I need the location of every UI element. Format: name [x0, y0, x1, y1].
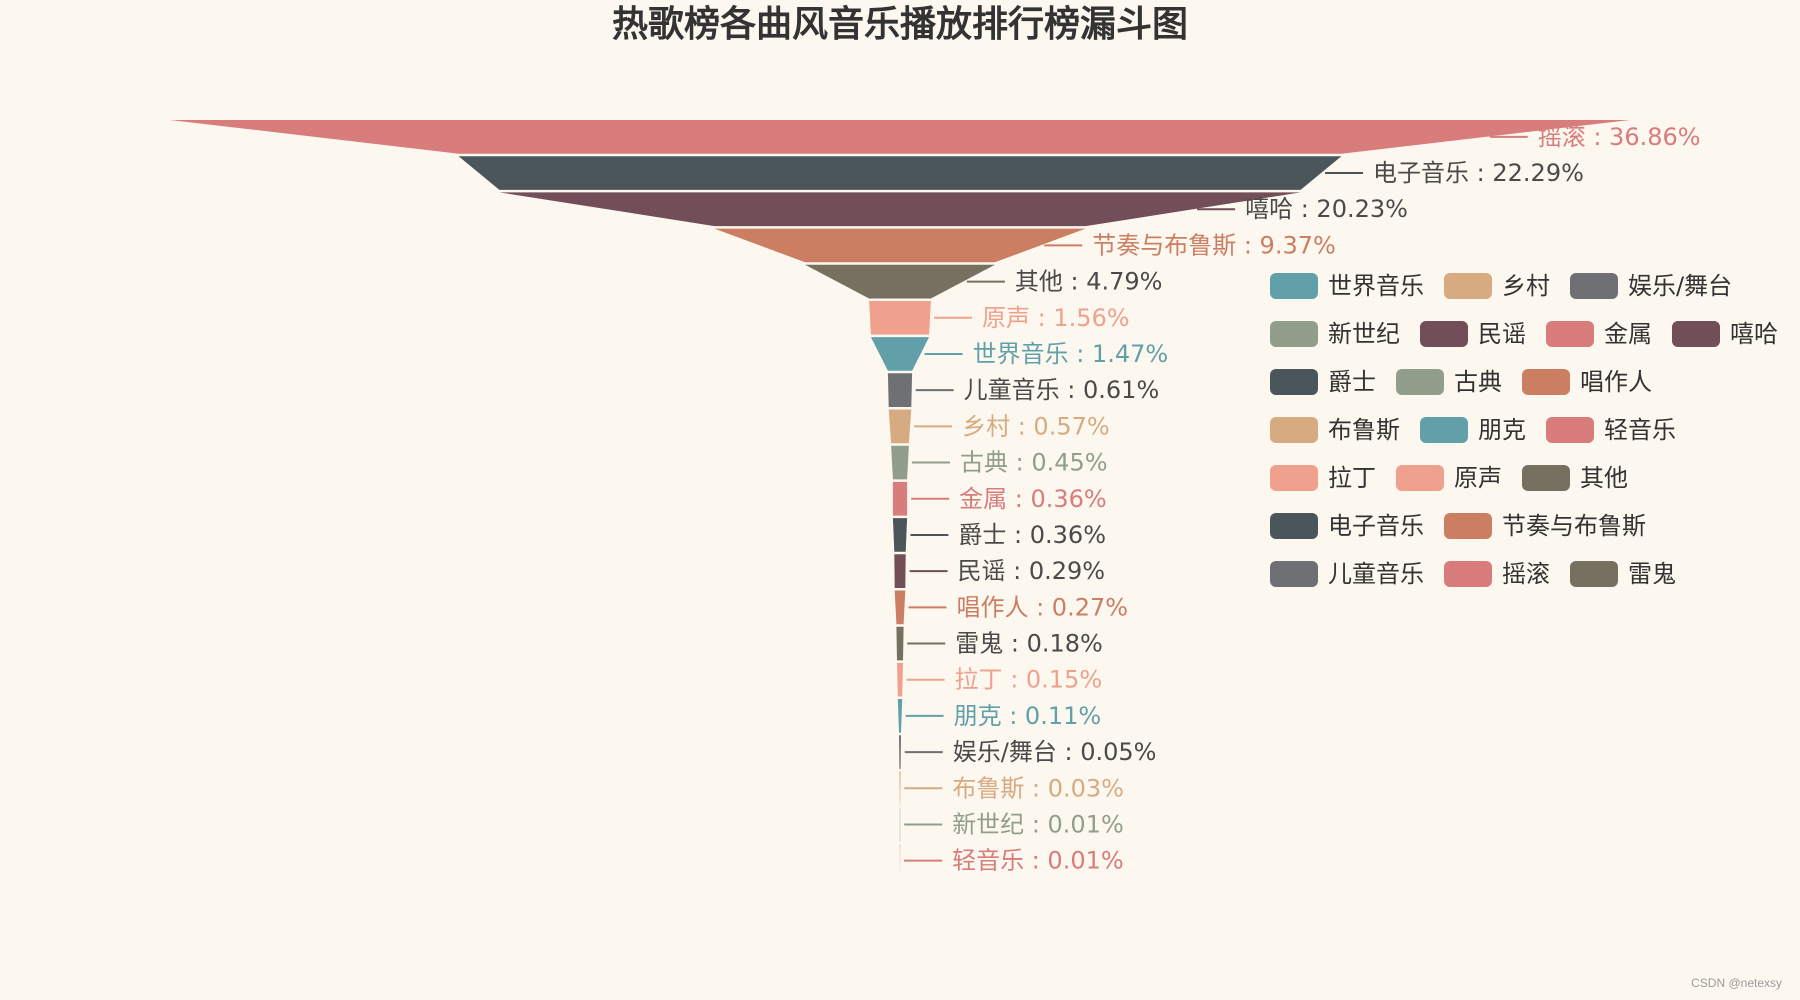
chart-title: 热歌榜各曲风音乐播放排行榜漏斗图 — [612, 4, 1188, 45]
legend-swatch-6-1[interactable] — [1444, 561, 1492, 587]
data-label-17: 娱乐/舞台 : 0.05% — [953, 738, 1157, 766]
legend-label-0-1[interactable]: 乡村 — [1502, 272, 1550, 300]
data-label-7: 儿童音乐 : 0.61% — [964, 376, 1160, 404]
funnel-segment-3[interactable] — [714, 228, 1086, 263]
legend-label-4-2[interactable]: 其他 — [1580, 464, 1628, 492]
legend-label-0-0[interactable]: 世界音乐 — [1328, 272, 1424, 300]
legend-label-1-1[interactable]: 民谣 — [1478, 320, 1526, 348]
data-label-19: 新世纪 : 0.01% — [952, 810, 1124, 838]
data-label-12: 民谣 : 0.29% — [958, 557, 1106, 585]
data-label-18: 布鲁斯 : 0.03% — [952, 774, 1124, 802]
data-label-5: 原声 : 1.56% — [982, 304, 1130, 332]
funnel-segment-9[interactable] — [891, 445, 909, 480]
legend-swatch-0-1[interactable] — [1444, 273, 1492, 299]
funnel-segment-17[interactable] — [899, 735, 901, 769]
legend-label-1-0[interactable]: 新世纪 — [1328, 320, 1400, 348]
legend-swatch-5-0[interactable] — [1270, 513, 1318, 539]
legend-label-5-1[interactable]: 节奏与布鲁斯 — [1502, 512, 1646, 540]
funnel-segment-1[interactable] — [458, 156, 1342, 190]
funnel-segment-8[interactable] — [888, 409, 912, 444]
funnel-layer — [170, 120, 1630, 878]
data-label-13: 唱作人 : 0.27% — [956, 593, 1128, 621]
data-label-9: 古典 : 0.45% — [960, 449, 1108, 477]
legend-swatch-2-0[interactable] — [1270, 369, 1318, 395]
legend-swatch-0-0[interactable] — [1270, 273, 1318, 299]
data-label-3: 节奏与布鲁斯 : 9.37% — [1092, 231, 1336, 259]
legend-label-2-1[interactable]: 古典 — [1454, 368, 1502, 396]
legend-label-5-0[interactable]: 电子音乐 — [1328, 512, 1424, 540]
legend-label-1-2[interactable]: 金属 — [1604, 320, 1652, 348]
legend-label-0-2[interactable]: 娱乐/舞台 — [1628, 272, 1732, 300]
legend-label-3-2[interactable]: 轻音乐 — [1604, 416, 1676, 444]
data-label-4: 其他 : 4.79% — [1015, 268, 1163, 296]
legend-label-3-1[interactable]: 朋克 — [1478, 416, 1526, 444]
legend-swatch-3-2[interactable] — [1546, 417, 1594, 443]
legend-swatch-4-2[interactable] — [1522, 465, 1570, 491]
data-label-1: 电子音乐 : 22.29% — [1373, 159, 1584, 187]
legend-label-4-1[interactable]: 原声 — [1454, 464, 1502, 492]
legend-swatch-6-2[interactable] — [1570, 561, 1618, 587]
funnel-segment-11[interactable] — [892, 518, 908, 552]
legend-label-6-2[interactable]: 雷鬼 — [1628, 560, 1676, 588]
funnel-segment-0[interactable] — [170, 120, 1630, 154]
data-label-14: 雷鬼 : 0.18% — [955, 630, 1103, 658]
watermark: CSDN @netexsy — [1691, 976, 1782, 990]
legend-swatch-3-0[interactable] — [1270, 417, 1318, 443]
funnel-segment-6[interactable] — [870, 337, 930, 371]
legend-label-1-3[interactable]: 嘻哈 — [1730, 320, 1778, 348]
data-label-0: 摇滚 : 36.86% — [1538, 123, 1701, 151]
funnel-segment-13[interactable] — [894, 590, 906, 625]
funnel-segment-2[interactable] — [499, 192, 1301, 227]
label-layer: 摇滚 : 36.86% 电子音乐 : 22.29% 嘻哈 : 20.23% 节奏与布鲁… — [904, 123, 1701, 875]
data-label-8: 乡村 : 0.57% — [962, 412, 1110, 440]
legend-label-6-0[interactable]: 儿童音乐 — [1328, 560, 1424, 588]
legend-label-3-0[interactable]: 布鲁斯 — [1328, 416, 1400, 444]
data-label-20: 轻音乐 : 0.01% — [952, 847, 1124, 875]
funnel-segment-18[interactable] — [899, 771, 901, 806]
funnel-segment-14[interactable] — [896, 626, 904, 661]
data-label-11: 爵士 : 0.36% — [958, 521, 1106, 549]
legend-swatch-1-2[interactable] — [1546, 321, 1594, 347]
legend-swatch-2-2[interactable] — [1522, 369, 1570, 395]
legend-swatch-6-0[interactable] — [1270, 561, 1318, 587]
data-label-15: 拉丁 : 0.15% — [955, 666, 1103, 694]
legend-swatch-5-1[interactable] — [1444, 513, 1492, 539]
funnel-segment-15[interactable] — [897, 662, 903, 697]
funnel-segment-16[interactable] — [897, 699, 903, 733]
legend-label-2-0[interactable]: 爵士 — [1328, 368, 1376, 396]
legend-swatch-3-1[interactable] — [1420, 417, 1468, 443]
funnel-segment-10[interactable] — [892, 481, 908, 516]
legend-label-6-1[interactable]: 摇滚 — [1502, 560, 1550, 588]
data-label-2: 嘻哈 : 20.23% — [1245, 195, 1408, 223]
legend-swatch-1-1[interactable] — [1420, 321, 1468, 347]
funnel-segment-7[interactable] — [887, 373, 913, 407]
legend-label-4-0[interactable]: 拉丁 — [1328, 464, 1376, 492]
data-label-16: 朋克 : 0.11% — [954, 702, 1102, 730]
legend-swatch-2-1[interactable] — [1396, 369, 1444, 395]
legend-swatch-4-1[interactable] — [1396, 465, 1444, 491]
legend-swatch-0-2[interactable] — [1570, 273, 1618, 299]
legend-swatch-4-0[interactable] — [1270, 465, 1318, 491]
data-label-6: 世界音乐 : 1.47% — [973, 340, 1169, 368]
funnel-segment-5[interactable] — [869, 301, 931, 335]
legend-swatch-1-3[interactable] — [1672, 321, 1720, 347]
data-label-10: 金属 : 0.36% — [959, 485, 1107, 513]
legend-label-2-2[interactable]: 唱作人 — [1580, 368, 1652, 396]
legend-swatch-1-0[interactable] — [1270, 321, 1318, 347]
funnel-segment-12[interactable] — [894, 554, 906, 588]
funnel-segment-4[interactable] — [805, 264, 995, 299]
